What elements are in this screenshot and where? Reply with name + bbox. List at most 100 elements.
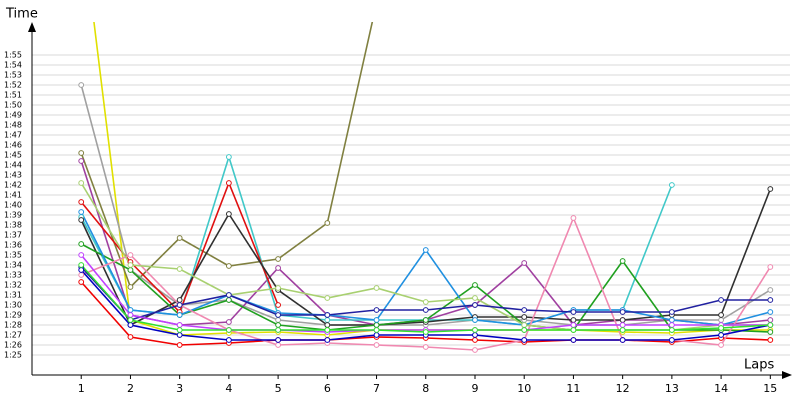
data-point xyxy=(127,307,134,313)
data-point xyxy=(275,342,282,348)
data-point xyxy=(422,299,429,305)
data-point xyxy=(78,180,85,186)
data-point xyxy=(225,337,232,343)
data-point xyxy=(176,322,183,328)
x-tick-label: 1 xyxy=(78,382,85,395)
data-point xyxy=(127,334,134,340)
x-tick-label: 6 xyxy=(324,382,331,395)
y-tick-label: 1:47 xyxy=(4,131,22,140)
data-point xyxy=(718,317,724,323)
y-tick-label: 1:50 xyxy=(4,101,22,110)
data-point xyxy=(521,327,528,333)
y-tick-label: 1:26 xyxy=(4,341,22,350)
data-point xyxy=(718,332,724,338)
data-point xyxy=(373,342,380,348)
y-tick-label: 1:42 xyxy=(4,181,22,190)
data-point xyxy=(176,332,183,338)
y-axis-arrow xyxy=(28,22,36,32)
data-point xyxy=(275,256,282,262)
data-point xyxy=(127,267,134,273)
x-tick-label: 5 xyxy=(275,382,282,395)
data-point xyxy=(324,327,331,333)
data-point xyxy=(472,337,478,343)
y-tick-label: 1:28 xyxy=(4,321,22,330)
data-point xyxy=(176,297,183,303)
y-tick-label: 1:33 xyxy=(4,271,22,280)
data-point xyxy=(422,329,429,335)
data-point xyxy=(570,215,577,221)
data-point xyxy=(718,312,724,318)
data-point xyxy=(767,309,774,315)
data-point xyxy=(275,285,282,291)
data-point xyxy=(373,327,380,333)
x-tick-label: 9 xyxy=(471,382,478,395)
y-tick-label: 1:32 xyxy=(4,281,22,290)
x-tick-label: 3 xyxy=(176,382,183,395)
data-point xyxy=(127,322,134,328)
y-tick-label: 1:43 xyxy=(4,171,22,180)
y-tick-label: 1:53 xyxy=(4,71,22,80)
x-tick-label: 7 xyxy=(373,382,380,395)
data-point xyxy=(176,235,183,241)
data-point xyxy=(521,337,528,343)
x-tick-label: 13 xyxy=(665,382,679,395)
data-point xyxy=(767,322,774,328)
data-point xyxy=(767,186,774,192)
data-point xyxy=(324,220,331,226)
data-point xyxy=(275,322,282,328)
data-point xyxy=(767,337,774,343)
data-point xyxy=(78,158,85,164)
data-point xyxy=(767,297,774,303)
y-tick-label: 1:30 xyxy=(4,301,22,310)
data-point xyxy=(127,317,134,323)
data-point xyxy=(422,307,429,313)
data-point xyxy=(422,344,429,350)
plot-area xyxy=(78,22,774,353)
y-tick-label: 1:55 xyxy=(4,51,22,60)
y-tick-label: 1:38 xyxy=(4,221,22,230)
data-point xyxy=(176,302,183,308)
x-tick-label: 11 xyxy=(566,382,580,395)
data-point xyxy=(225,263,232,269)
data-point xyxy=(472,302,478,308)
data-point xyxy=(373,285,380,291)
data-point xyxy=(275,302,282,308)
y-tick-label: 1:34 xyxy=(4,261,22,270)
data-point xyxy=(176,327,183,333)
data-point xyxy=(570,322,577,328)
data-point xyxy=(78,199,85,205)
data-point xyxy=(521,260,528,266)
y-tick-label: 1:41 xyxy=(4,191,22,200)
x-tick-label: 8 xyxy=(422,382,429,395)
data-point xyxy=(472,295,478,301)
data-point xyxy=(324,337,331,343)
data-point xyxy=(767,317,774,323)
y-tick-label: 1:51 xyxy=(4,91,22,100)
y-tick-label: 1:54 xyxy=(4,61,22,70)
data-point xyxy=(225,327,232,333)
data-point xyxy=(78,150,85,156)
data-point xyxy=(718,325,724,331)
data-point xyxy=(78,82,85,88)
data-point xyxy=(127,312,134,318)
data-point xyxy=(225,154,232,160)
data-point xyxy=(767,264,774,270)
data-point xyxy=(767,329,774,335)
data-point xyxy=(619,258,626,264)
data-point xyxy=(324,317,331,323)
data-point xyxy=(78,217,85,223)
data-point xyxy=(373,317,380,323)
data-point xyxy=(324,295,331,301)
data-point xyxy=(225,297,232,303)
data-point xyxy=(78,262,85,268)
y-axis-title: Time xyxy=(5,7,38,22)
y-tick-label: 1:29 xyxy=(4,311,22,320)
data-point xyxy=(225,180,232,186)
axes xyxy=(28,22,792,379)
data-point xyxy=(570,317,577,323)
y-tick-label: 1:25 xyxy=(4,351,22,360)
data-point xyxy=(668,182,675,188)
x-axis-arrow xyxy=(782,371,792,379)
data-point xyxy=(521,307,528,313)
x-tick-label: 10 xyxy=(517,382,531,395)
